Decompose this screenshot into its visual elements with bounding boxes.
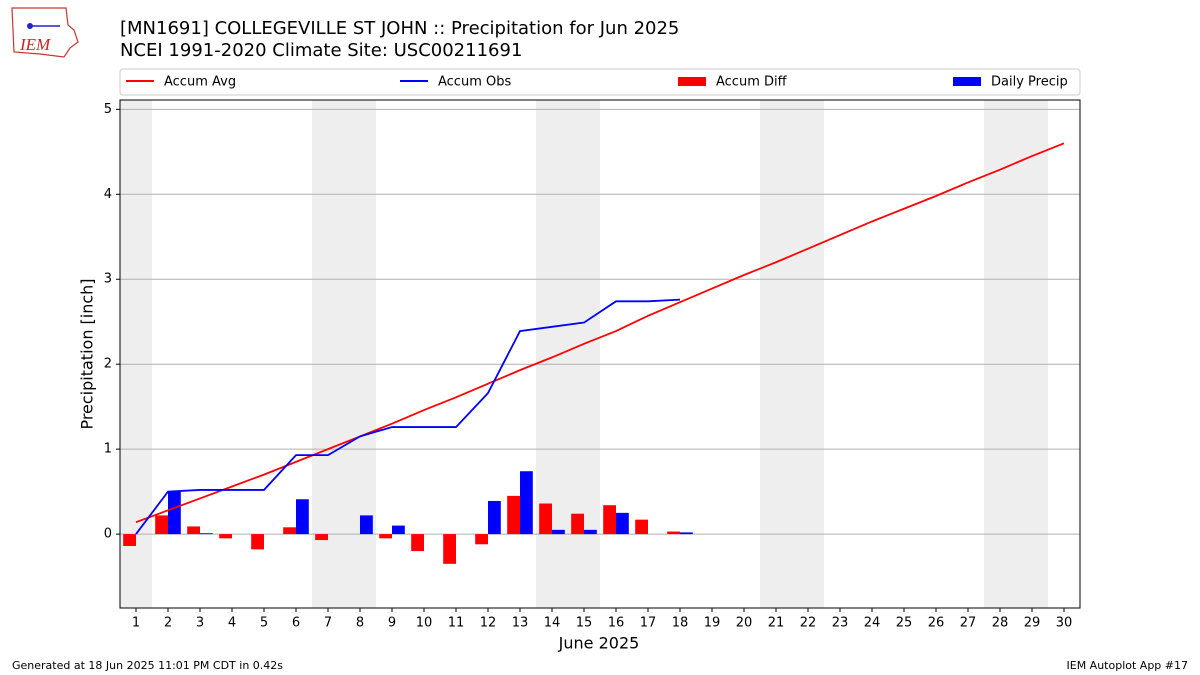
footer-right: IEM Autoplot App #17 [1067, 659, 1189, 672]
x-tick-label: 30 [1056, 616, 1073, 631]
logo-text: IEM [19, 35, 51, 54]
x-tick-label: 5 [260, 616, 268, 631]
x-tick-label: 29 [1024, 616, 1041, 631]
x-tick-label: 21 [768, 616, 785, 631]
x-tick-label: 8 [356, 616, 364, 631]
bar [200, 533, 213, 535]
bar [571, 513, 584, 535]
x-tick-label: 1 [132, 616, 140, 631]
bar [219, 534, 232, 539]
bar [187, 526, 200, 535]
bar [667, 531, 680, 535]
x-tick-label: 16 [608, 616, 625, 631]
bar [251, 534, 264, 550]
bar [539, 503, 552, 535]
footer-left: Generated at 18 Jun 2025 11:01 PM CDT in… [12, 659, 283, 672]
chart-subtitle: NCEI 1991-2020 Climate Site: USC00211691 [120, 40, 522, 61]
x-tick-label: 12 [480, 616, 497, 631]
y-tick-label: 2 [104, 357, 112, 372]
bar [283, 527, 296, 535]
x-tick-label: 28 [992, 616, 1009, 631]
legend-swatch [678, 77, 706, 86]
x-tick-label: 10 [416, 616, 433, 631]
bar [443, 534, 456, 564]
x-tick-label: 18 [672, 616, 689, 631]
legend-label: Accum Diff [716, 75, 788, 90]
x-tick-label: 7 [324, 616, 332, 631]
x-tick-label: 24 [864, 616, 881, 631]
plot-frame [119, 99, 1081, 609]
legend-label: Accum Avg [164, 75, 236, 90]
y-tick-label: 0 [104, 527, 112, 542]
legend-label: Accum Obs [438, 75, 511, 90]
x-tick-label: 6 [292, 616, 300, 631]
line [135, 142, 1065, 524]
bar [680, 532, 693, 535]
x-tick-label: 22 [800, 616, 817, 631]
bar [552, 529, 565, 535]
chart-title: [MN1691] COLLEGEVILLE ST JOHN :: Precipi… [120, 18, 679, 39]
bar [392, 525, 405, 535]
bar [603, 505, 616, 535]
x-tick-label: 19 [704, 616, 721, 631]
x-tick-label: 27 [960, 616, 977, 631]
bar [315, 534, 328, 541]
bar [507, 495, 520, 535]
logo: IEM [11, 7, 79, 58]
bar [155, 515, 168, 535]
x-tick-label: 14 [544, 616, 561, 631]
weekend-shade [120, 100, 152, 608]
bar [488, 500, 501, 535]
bar [360, 515, 373, 535]
bar [296, 499, 309, 535]
weekend-shade [984, 100, 1048, 608]
x-tick-label: 26 [928, 616, 945, 631]
x-tick-label: 15 [576, 616, 593, 631]
legend [119, 68, 1081, 96]
bar [123, 534, 136, 546]
y-tick-label: 3 [104, 272, 112, 287]
x-tick-label: 3 [196, 616, 204, 631]
bar [411, 534, 424, 552]
x-axis-label: June 2025 [558, 634, 640, 653]
logo-outline [11, 7, 79, 58]
y-tick-label: 1 [104, 442, 112, 457]
x-tick-label: 11 [448, 616, 465, 631]
bar [475, 534, 488, 545]
bar [635, 519, 648, 535]
y-tick-label: 5 [104, 102, 112, 117]
x-tick-label: 23 [832, 616, 849, 631]
y-tick-label: 4 [104, 187, 112, 202]
x-tick-label: 13 [512, 616, 529, 631]
bar [379, 534, 392, 539]
legend-swatch [953, 77, 981, 86]
x-tick-label: 25 [896, 616, 913, 631]
x-tick-label: 2 [164, 616, 172, 631]
bar [520, 471, 533, 535]
x-tick-label: 4 [228, 616, 236, 631]
weekend-shade [760, 100, 824, 608]
legend-label: Daily Precip [991, 75, 1068, 90]
x-tick-label: 17 [640, 616, 657, 631]
x-tick-label: 9 [388, 616, 396, 631]
bar [168, 491, 181, 535]
x-tick-label: 20 [736, 616, 753, 631]
bar [616, 512, 629, 535]
bar [584, 529, 597, 535]
y-axis-label: Precipitation [inch] [78, 278, 97, 429]
line [135, 298, 681, 535]
